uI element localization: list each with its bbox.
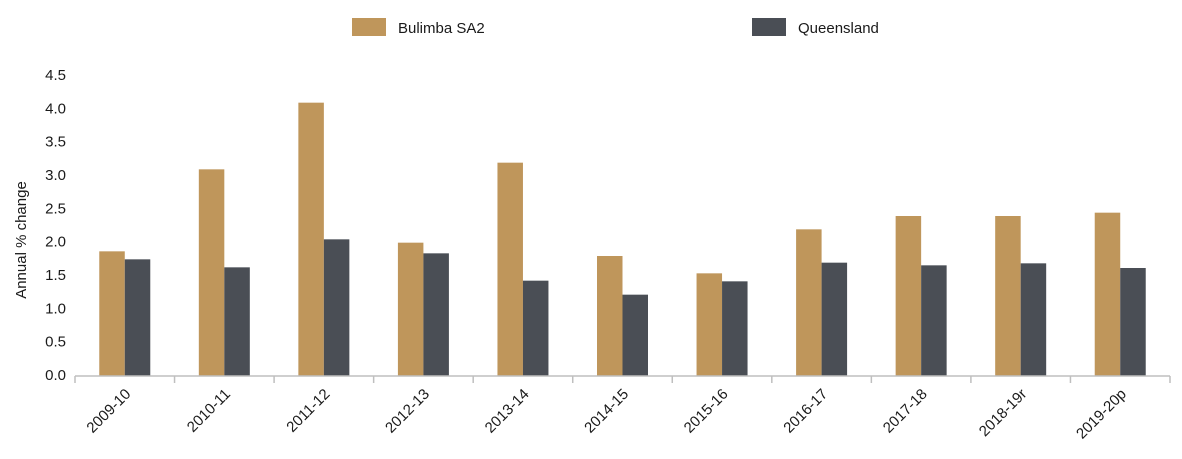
bar bbox=[224, 267, 250, 376]
bar bbox=[198, 169, 225, 376]
x-tick-label: 2018-19r bbox=[976, 386, 1030, 440]
y-axis-title: Annual % change bbox=[13, 181, 30, 299]
y-tick-label: 0.5 bbox=[45, 334, 66, 351]
bar bbox=[597, 256, 623, 376]
x-tick-label: 2016-17 bbox=[780, 386, 831, 437]
bar bbox=[821, 262, 848, 376]
legend-label: Bulimba SA2 bbox=[398, 20, 485, 37]
x-tick-label: 2010-11 bbox=[184, 386, 234, 436]
bar bbox=[622, 294, 648, 376]
bar bbox=[1020, 263, 1047, 376]
bar bbox=[1120, 268, 1146, 376]
bar bbox=[423, 253, 449, 376]
y-tick-label: 0.0 bbox=[45, 367, 66, 384]
bar bbox=[722, 281, 748, 376]
y-tick-label: 1.0 bbox=[45, 300, 66, 317]
y-tick-label: 4.0 bbox=[45, 100, 66, 117]
x-tick-label: 2013-14 bbox=[482, 386, 533, 437]
x-tick-label: 2014-15 bbox=[581, 386, 632, 437]
y-tick-label: 2.0 bbox=[45, 234, 66, 251]
x-tick-label: 2019-20p bbox=[1073, 386, 1130, 443]
x-tick-label: 2011-12 bbox=[283, 386, 333, 436]
bar bbox=[796, 229, 822, 376]
bar bbox=[323, 239, 350, 376]
y-tick-label: 3.0 bbox=[45, 167, 66, 184]
y-tick-label: 3.5 bbox=[45, 134, 66, 151]
bar bbox=[895, 216, 922, 376]
x-tick-label: 2015-16 bbox=[681, 386, 732, 437]
y-tick-label: 1.5 bbox=[45, 267, 66, 284]
bar bbox=[497, 162, 523, 376]
bar bbox=[522, 280, 549, 376]
legend-label: Queensland bbox=[798, 20, 879, 37]
bar bbox=[124, 259, 151, 376]
bar bbox=[1094, 212, 1121, 376]
legend-swatch bbox=[752, 18, 786, 36]
bar bbox=[99, 251, 125, 376]
legend-swatch bbox=[352, 18, 386, 36]
y-tick-label: 2.5 bbox=[45, 200, 66, 217]
x-tick-label: 2009-10 bbox=[83, 386, 134, 437]
bar bbox=[397, 242, 424, 376]
bar bbox=[995, 216, 1021, 376]
x-tick-label: 2012-13 bbox=[382, 386, 433, 437]
bar bbox=[298, 102, 324, 377]
y-tick-label: 4.5 bbox=[45, 67, 66, 84]
bar bbox=[921, 265, 947, 376]
bar bbox=[696, 273, 723, 376]
x-tick-label: 2017-18 bbox=[880, 386, 931, 437]
